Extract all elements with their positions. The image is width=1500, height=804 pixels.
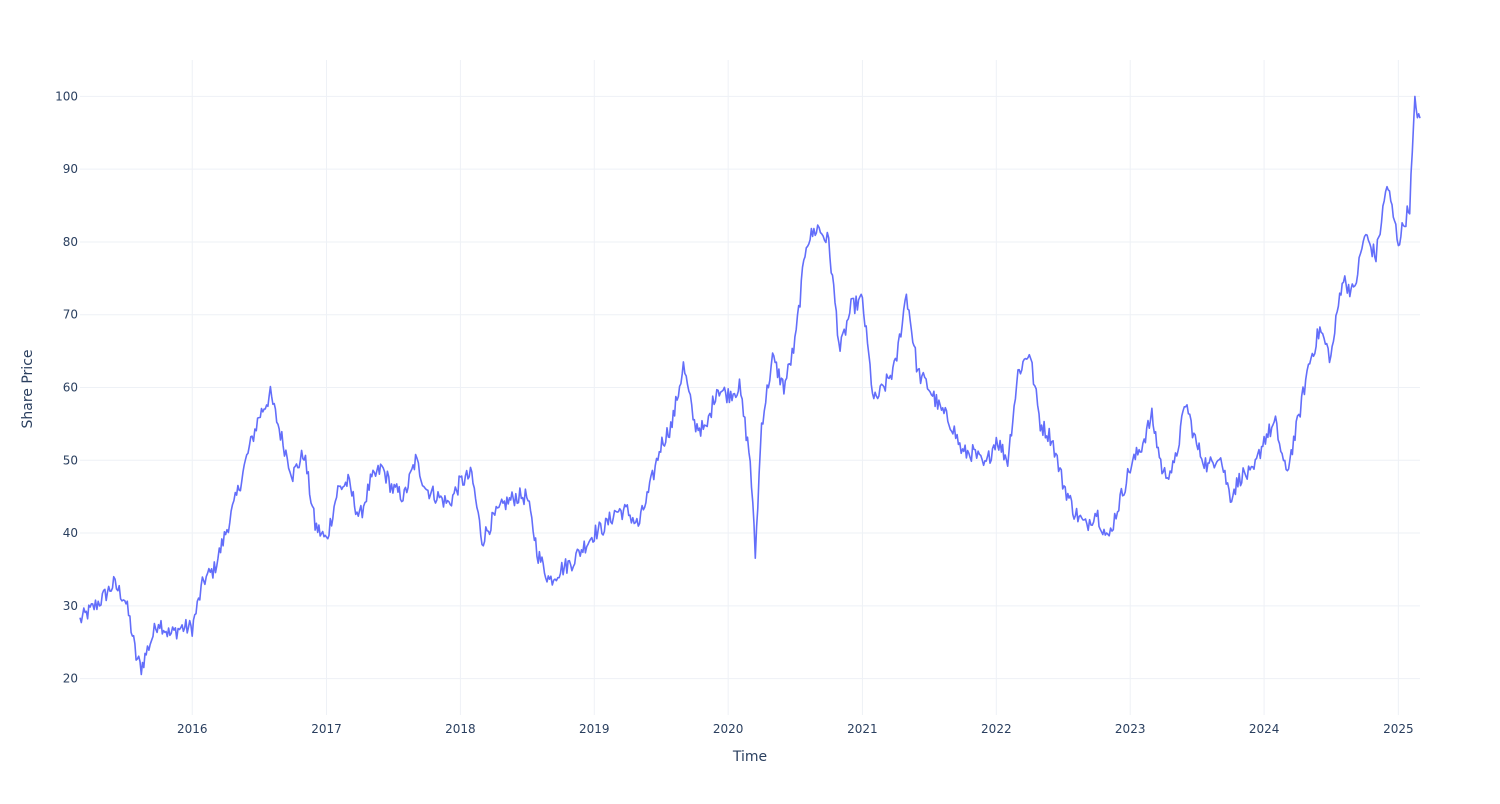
- x-tick-label: 2018: [445, 722, 476, 736]
- y-tick-label: 100: [55, 89, 78, 103]
- x-tick-label: 2023: [1115, 722, 1146, 736]
- x-tick-label: 2025: [1383, 722, 1414, 736]
- x-tick-label: 2022: [981, 722, 1012, 736]
- x-tick-label: 2024: [1249, 722, 1280, 736]
- y-tick-label: 60: [63, 381, 78, 395]
- y-axis-ticks: 20 30 40 50 60 70 80 90 100: [55, 89, 78, 685]
- y-tick-label: 80: [63, 235, 78, 249]
- x-tick-label: 2020: [713, 722, 744, 736]
- x-axis-ticks: 2016 2017 2018 2019 2020 2021 2022 2023 2024 2025: [177, 722, 1414, 736]
- y-tick-label: 30: [63, 599, 78, 613]
- x-axis-title: Time: [732, 749, 767, 765]
- y-tick-label: 50: [63, 453, 78, 467]
- share-price-line: [79, 95, 1421, 676]
- y-tick-label: 70: [63, 308, 78, 322]
- x-tick-label: 2016: [177, 722, 208, 736]
- y-tick-label: 90: [63, 162, 78, 176]
- y-tick-label: 40: [63, 526, 78, 540]
- y-axis-title: Share Price: [20, 349, 36, 428]
- y-tick-label: 20: [63, 672, 78, 686]
- plot-area: [79, 95, 1421, 676]
- x-tick-label: 2021: [847, 722, 878, 736]
- x-tick-label: 2017: [311, 722, 342, 736]
- grid-lines: [80, 60, 1420, 715]
- x-tick-label: 2019: [579, 722, 610, 736]
